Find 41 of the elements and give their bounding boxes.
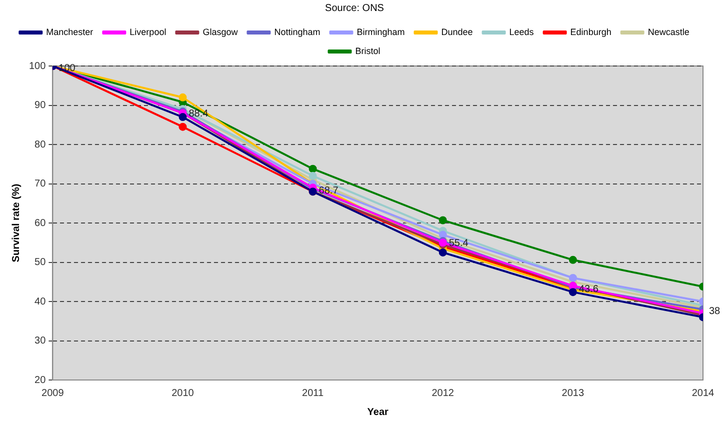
legend-label: Bristol: [355, 46, 380, 56]
point: [308, 172, 317, 180]
y-tick-label: 20: [34, 374, 46, 386]
legend-label: Nottingham: [274, 26, 320, 37]
y-tick-label: 90: [34, 100, 46, 111]
legend-label: Birmingham: [356, 26, 405, 37]
x-tick-label: 2011: [302, 388, 324, 399]
legend-label: Leeds: [509, 26, 534, 37]
y-tick-label: 50: [34, 257, 46, 268]
x-tick-label: 2010: [172, 388, 194, 399]
y-tick-label: 100: [28, 60, 46, 72]
y-tick-label: 30: [34, 336, 46, 346]
point: [568, 256, 577, 264]
x-tick-label: 2012: [432, 388, 454, 399]
point: [178, 113, 187, 122]
point: [438, 230, 447, 239]
legend-label: Edinburgh: [570, 26, 612, 37]
x-tick-label: 2009: [42, 388, 64, 399]
y-tick-label: 60: [34, 218, 46, 229]
y-axis-title: Survival rate (%): [10, 184, 22, 262]
point: [568, 288, 577, 296]
chart-subtitle: Source: ONS: [325, 2, 384, 14]
point: [438, 216, 447, 224]
point: [178, 93, 187, 102]
y-tick-label: 40: [34, 296, 46, 308]
point: [438, 248, 447, 256]
x-axis-title: Year: [367, 406, 389, 418]
legend-label: Liverpool: [130, 26, 166, 37]
data-label: 38: [709, 306, 721, 318]
legend-label: Glasgow: [202, 26, 238, 37]
data-label: 43.6: [578, 284, 599, 296]
data-label: 55.4: [448, 238, 469, 249]
y-tick-label: 80: [34, 139, 46, 150]
y-tick-label: 70: [34, 178, 46, 190]
point: [308, 164, 317, 173]
legend-label: Newcastle: [648, 26, 690, 37]
point: [178, 122, 187, 131]
legend-label: Dundee: [441, 26, 473, 37]
x-tick-label: 2013: [562, 388, 584, 399]
x-tick-label: 2014: [692, 388, 715, 399]
legend-label: Manchester: [46, 26, 94, 37]
